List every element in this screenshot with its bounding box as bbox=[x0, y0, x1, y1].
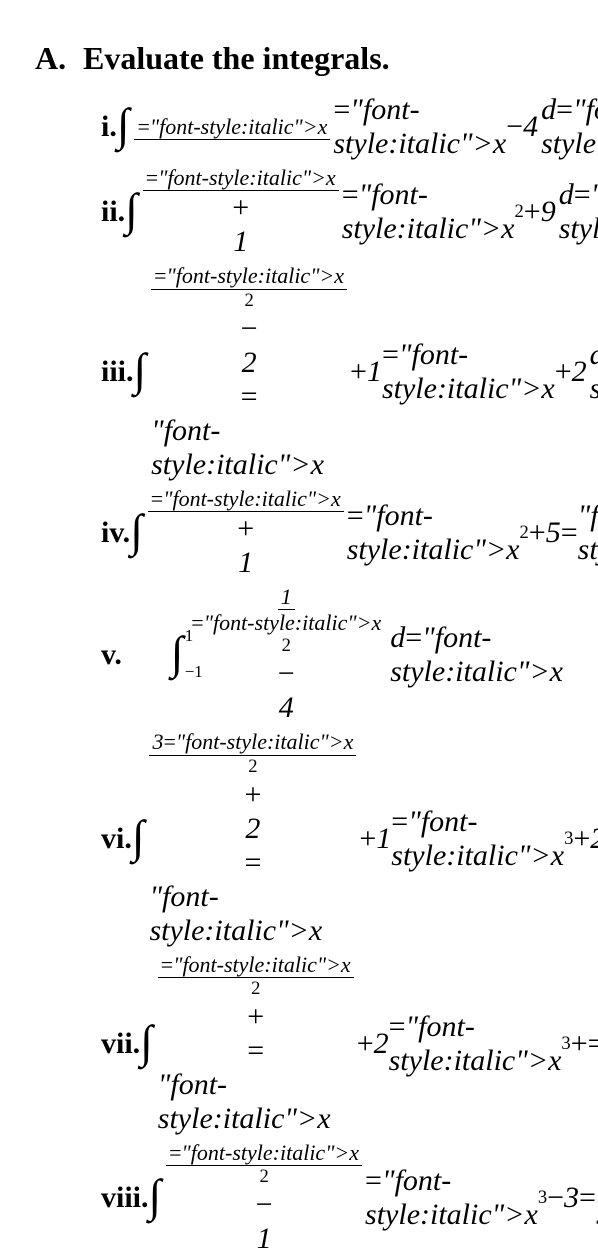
integral-expression: ∫="font-style:italic">x+1="font-style:it… bbox=[130, 486, 598, 580]
fraction: ="font-style:italic">x+1 bbox=[148, 486, 344, 580]
problem-row: v.∫1−11="font-style:italic">x2−4d="font-… bbox=[35, 584, 563, 726]
fraction: ="font-style:italic">x2+="font-style:ita… bbox=[158, 952, 354, 1136]
numerator: ="font-style:italic">x bbox=[143, 165, 339, 191]
problem-row: vii.∫="font-style:italic">x2+="font-styl… bbox=[35, 952, 563, 1136]
problem-row: iii.∫="font-style:italic">x2−2="font-sty… bbox=[35, 263, 563, 481]
numerator: ="font-style:italic">x bbox=[158, 952, 354, 978]
denominator: ="font-style:italic">x bbox=[391, 805, 564, 873]
numerator: ="font-style:italic">x bbox=[151, 263, 347, 289]
problem-numeral: iv. bbox=[35, 516, 130, 550]
integral-expression: ∫="font-style:italic">x="font-style:ital… bbox=[117, 93, 598, 161]
integral-expression: ∫="font-style:italic">x2−1="font-style:i… bbox=[149, 1140, 598, 1256]
differential: d="font-style:italic">x bbox=[559, 178, 598, 246]
fraction: ="font-style:italic">x2−1 bbox=[166, 1140, 362, 1256]
integral-sign: ∫ bbox=[149, 1173, 162, 1219]
problem-numeral: viii. bbox=[35, 1181, 149, 1215]
problem-numeral: vi. bbox=[35, 822, 132, 856]
section-title: Evaluate the integrals. bbox=[83, 40, 390, 76]
integral-sign: ∫ bbox=[130, 508, 143, 554]
fraction: 1="font-style:italic">x2−4 bbox=[188, 584, 384, 726]
problem-numeral: ii. bbox=[35, 195, 125, 229]
integral-sign: ∫ bbox=[125, 187, 138, 233]
integral-expression: ∫="font-style:italic">x2+="font-style:it… bbox=[140, 952, 598, 1136]
integral-expression: ∫="font-style:italic">x2−2="font-style:i… bbox=[134, 263, 598, 481]
integral-sign: ∫ bbox=[140, 1019, 153, 1065]
integral-expression: ∫3="font-style:italic">x2+2="font-style:… bbox=[132, 729, 598, 947]
fraction: ="font-style:italic">x2−2="font-style:it… bbox=[151, 263, 347, 481]
problem-numeral: iii. bbox=[35, 355, 134, 389]
differential: d="font-style:italic">x bbox=[541, 93, 598, 161]
problem-numeral: v. bbox=[35, 638, 171, 672]
problem-row: ii.∫="font-style:italic">x+1="font-style… bbox=[35, 165, 563, 259]
denominator: ="font-style:italic">x bbox=[188, 610, 384, 635]
integral-sign: ∫1−1 bbox=[171, 632, 186, 678]
denominator: ="font-style:italic">x bbox=[389, 1010, 562, 1078]
fraction: ="font-style:italic">x bbox=[134, 114, 330, 140]
lower-limit: −1 bbox=[185, 662, 203, 682]
numerator: 1 bbox=[278, 584, 295, 610]
problem-numeral: vii. bbox=[35, 1027, 140, 1061]
differential: d="font-style:italic">x bbox=[590, 338, 598, 406]
problem-row: iv.∫="font-style:italic">x+1="font-style… bbox=[35, 486, 563, 580]
problem-row: vi.∫3="font-style:italic">x2+2="font-sty… bbox=[35, 729, 563, 947]
denominator: ="font-style:italic">x bbox=[342, 178, 515, 246]
integral-sign: ∫ bbox=[132, 814, 145, 860]
integral-expression: ∫="font-style:italic">x+1="font-style:it… bbox=[125, 165, 598, 259]
denominator: ="font-style:italic">x bbox=[365, 1164, 538, 1232]
section-heading: A.Evaluate the integrals. bbox=[35, 40, 563, 77]
denominator: ="font-style:italic">x bbox=[382, 338, 555, 406]
numerator: ="font-style:italic">x bbox=[148, 486, 344, 512]
numerator: ="font-style:italic">x bbox=[134, 114, 330, 140]
fraction: 3="font-style:italic">x2+2="font-style:i… bbox=[149, 729, 356, 947]
integral-sign: ∫ bbox=[134, 347, 147, 393]
upper-limit: 1 bbox=[185, 626, 194, 646]
problem-numeral: i. bbox=[35, 110, 117, 144]
section-letter: A. bbox=[35, 40, 83, 77]
denominator: ="font-style:italic">x bbox=[347, 499, 520, 567]
problem-list: i.∫="font-style:italic">x="font-style:it… bbox=[35, 93, 563, 1256]
denominator: ="font-style:italic">x bbox=[333, 93, 506, 161]
problem-row: i.∫="font-style:italic">x="font-style:it… bbox=[35, 93, 563, 161]
integral-expression: ∫1−11="font-style:italic">x2−4d="font-st… bbox=[171, 584, 563, 726]
problem-row: viii.∫="font-style:italic">x2−1="font-st… bbox=[35, 1140, 563, 1256]
integral-sign: ∫ bbox=[117, 102, 130, 148]
differential: d="font-style:italic">x bbox=[390, 621, 563, 689]
numerator: 3="font-style:italic">x bbox=[149, 729, 356, 755]
numerator: ="font-style:italic">x bbox=[166, 1140, 362, 1166]
fraction: ="font-style:italic">x+1 bbox=[143, 165, 339, 259]
